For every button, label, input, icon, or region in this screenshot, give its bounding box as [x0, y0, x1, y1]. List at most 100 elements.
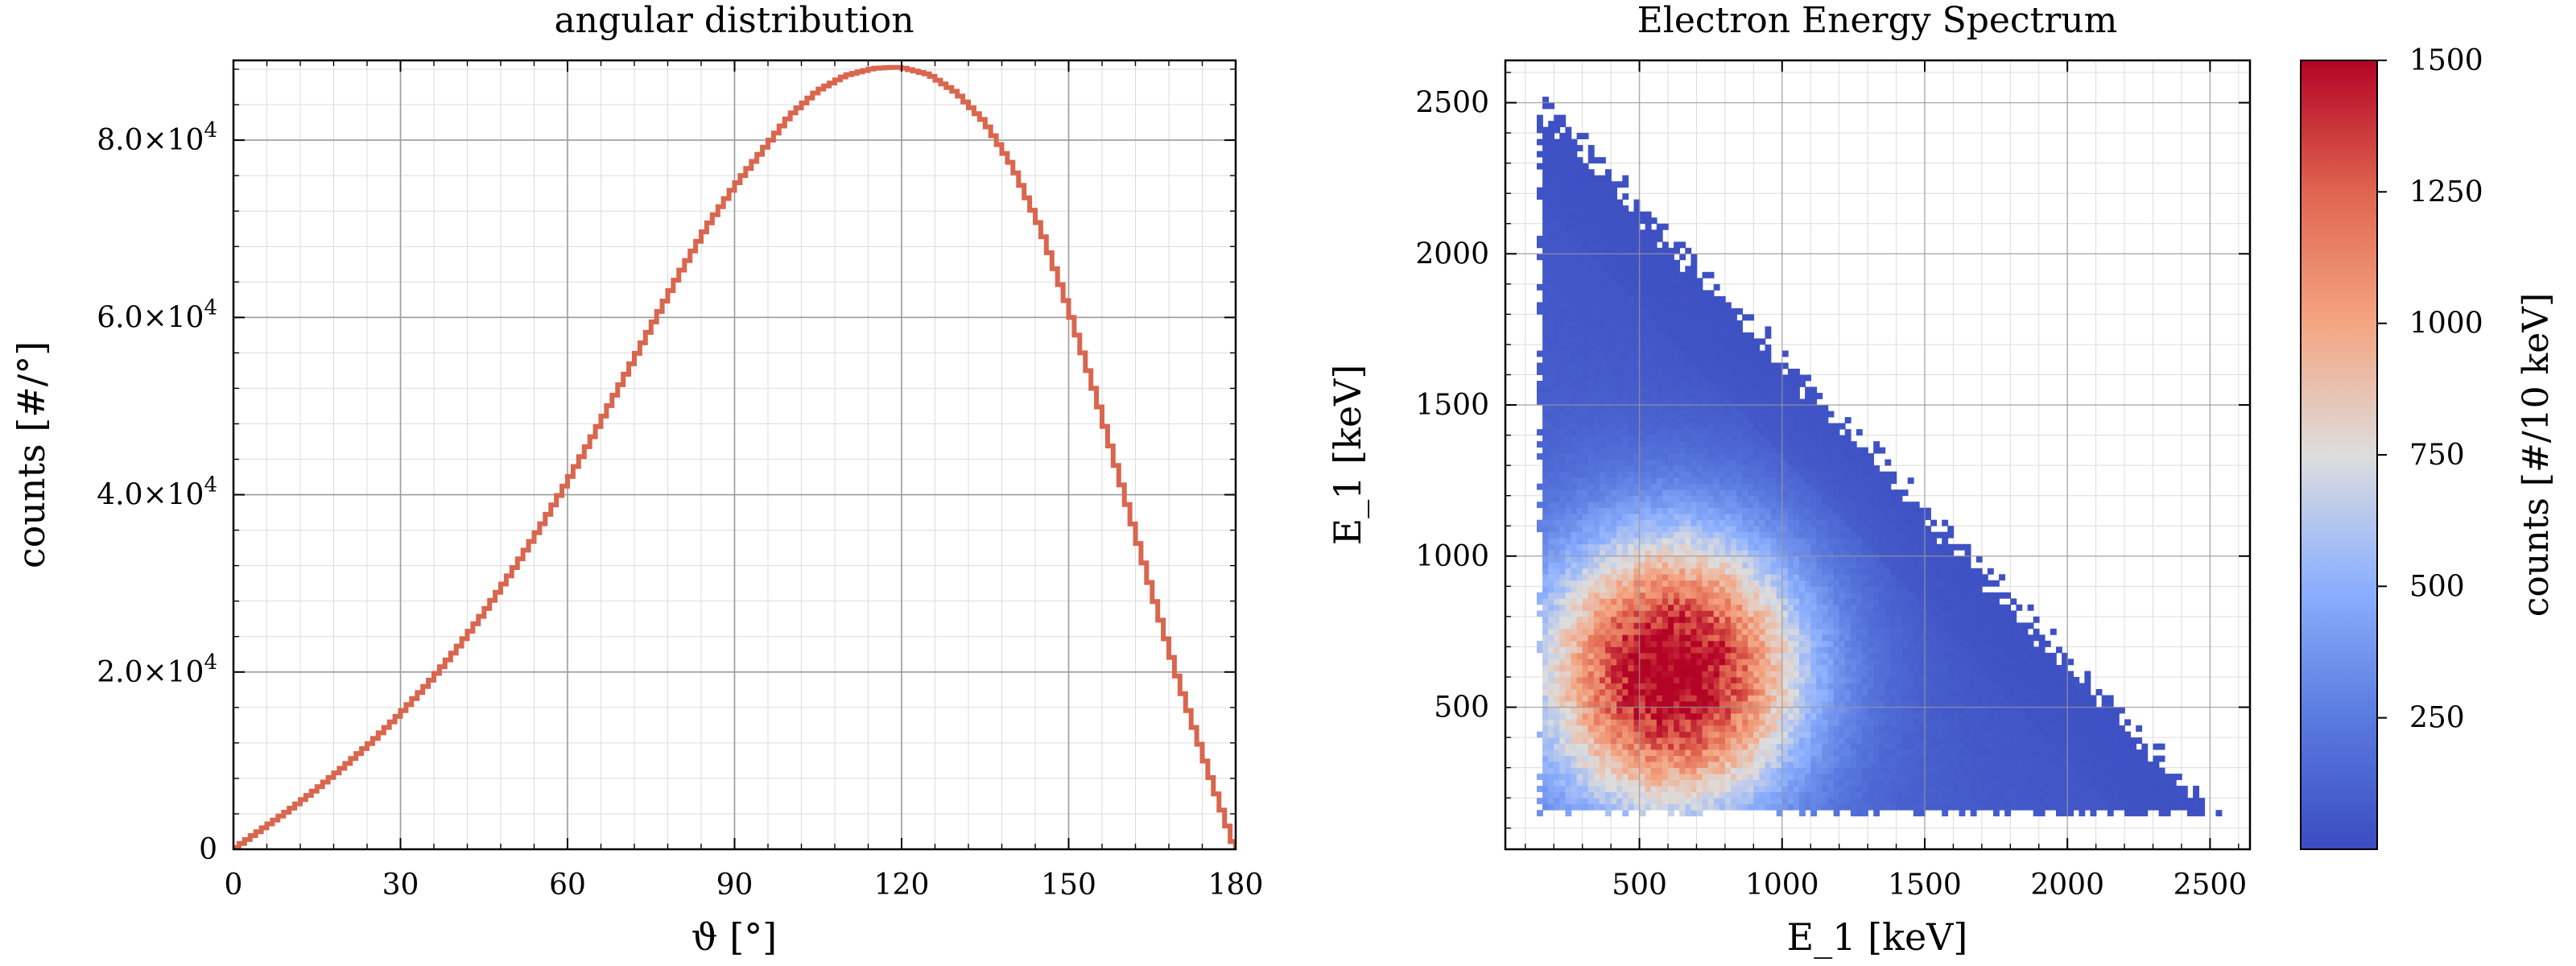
heatmap-cell — [1810, 580, 1818, 587]
heatmap-cell — [1593, 526, 1600, 533]
heatmap-cell — [1554, 646, 1561, 654]
heatmap-cell — [1719, 689, 1726, 696]
heatmap-cell — [1731, 592, 1737, 599]
heatmap-cell — [1571, 235, 1578, 242]
heatmap-cell — [1690, 646, 1698, 654]
heatmap-cell — [1548, 417, 1555, 423]
heatmap-cell — [1799, 586, 1806, 593]
heatmap-cell — [1593, 393, 1600, 399]
heatmap-cell — [1719, 471, 1726, 478]
heatmap-cell — [1593, 320, 1600, 327]
heatmap-cell — [1753, 514, 1761, 521]
heatmap-cell — [1593, 507, 1600, 514]
heatmap-cell — [1587, 762, 1595, 768]
heatmap-cell — [1736, 471, 1743, 478]
heatmap-cell — [1622, 308, 1629, 315]
heatmap-cell — [1833, 671, 1840, 678]
heatmap-cell — [1742, 543, 1749, 551]
heatmap-cell — [1713, 320, 1720, 327]
heatmap-cell — [1765, 429, 1772, 436]
heatmap-cell — [1633, 405, 1641, 411]
heatmap-cell — [1690, 314, 1698, 321]
heatmap-cell — [1611, 483, 1617, 490]
heatmap-cell — [1799, 677, 1806, 683]
heatmap-cell — [1645, 562, 1652, 569]
heatmap-cell — [1587, 665, 1595, 671]
heatmap-cell — [1628, 538, 1635, 545]
heatmap-cell — [1696, 749, 1703, 756]
heatmap-cell — [1816, 550, 1823, 557]
heatmap-cell — [1633, 749, 1641, 756]
heatmap-cell — [1731, 471, 1737, 478]
heatmap-cell — [1668, 658, 1674, 666]
heatmap-cell — [1576, 229, 1583, 237]
heatmap-cell — [1799, 628, 1806, 635]
heatmap-cell — [1731, 502, 1737, 509]
heatmap-cell — [1600, 278, 1606, 285]
heatmap-cell — [1668, 271, 1674, 279]
heatmap-cell — [1605, 259, 1612, 266]
heatmap-cell — [1748, 338, 1755, 345]
heatmap-cell — [1787, 580, 1794, 587]
heatmap-cell — [1816, 477, 1823, 485]
heatmap-cell — [1548, 507, 1555, 514]
heatmap-cell — [1685, 374, 1692, 382]
heatmap-cell — [1537, 429, 1543, 436]
heatmap-cell — [1622, 658, 1629, 666]
heatmap-cell — [1674, 658, 1680, 666]
heatmap-cell — [1794, 701, 1800, 708]
heatmap-cell — [1776, 550, 1783, 557]
heatmap-cell — [1690, 683, 1698, 690]
heatmap-cell — [1719, 477, 1726, 485]
heatmap-cell — [1582, 290, 1589, 297]
heatmap-cell — [1707, 362, 1715, 369]
heatmap-cell — [1685, 555, 1692, 563]
heatmap-cell — [1719, 507, 1726, 514]
heatmap-cell — [1685, 598, 1692, 605]
heatmap-cell — [1611, 555, 1617, 563]
heatmap-cell — [1748, 441, 1755, 448]
heatmap-cell — [1776, 507, 1783, 514]
heatmap-cell — [1799, 689, 1806, 696]
heatmap-cell — [1736, 447, 1743, 454]
heatmap-cell — [1685, 459, 1692, 466]
heatmap-cell — [1611, 791, 1617, 799]
heatmap-cell — [1810, 622, 1818, 630]
heatmap-cell — [1690, 803, 1698, 811]
heatmap-cell — [1548, 163, 1555, 170]
heatmap-cell — [1731, 562, 1737, 569]
heatmap-cell — [1611, 574, 1617, 581]
heatmap-cell — [1622, 295, 1629, 303]
heatmap-cell — [1736, 713, 1743, 720]
heatmap-cell — [1628, 345, 1635, 351]
heatmap-cell — [1816, 423, 1823, 430]
heatmap-cell — [1605, 411, 1612, 418]
heatmap-cell — [1628, 689, 1635, 696]
heatmap-cell — [1587, 526, 1595, 533]
heatmap-cell — [1713, 695, 1720, 702]
heatmap-cell — [1731, 658, 1737, 666]
heatmap-cell — [1805, 731, 1811, 738]
heatmap-cell — [1805, 386, 1811, 394]
heatmap-cell — [1685, 350, 1692, 357]
heatmap-cell — [1582, 689, 1589, 696]
heatmap-cell — [1690, 713, 1698, 720]
heatmap-cell — [1805, 743, 1811, 750]
heatmap-cell — [1559, 580, 1567, 587]
heatmap-cell — [1719, 302, 1726, 309]
heatmap-cell — [1554, 562, 1561, 569]
heatmap-cell — [1645, 762, 1652, 768]
heatmap-cell — [1554, 574, 1561, 581]
heatmap-cell — [1787, 453, 1794, 460]
heatmap-cell — [1765, 713, 1772, 720]
heatmap-cell — [1719, 646, 1726, 654]
heatmap-cell — [1696, 278, 1703, 285]
heatmap-cell — [1656, 774, 1663, 780]
heatmap-cell — [1799, 489, 1806, 497]
heatmap-cell — [1542, 271, 1549, 279]
heatmap-cell — [1633, 519, 1641, 526]
heatmap-cell — [1702, 326, 1709, 333]
heatmap-cell — [1662, 592, 1669, 599]
heatmap-cell — [1799, 634, 1806, 642]
heatmap-cell — [1810, 417, 1818, 423]
